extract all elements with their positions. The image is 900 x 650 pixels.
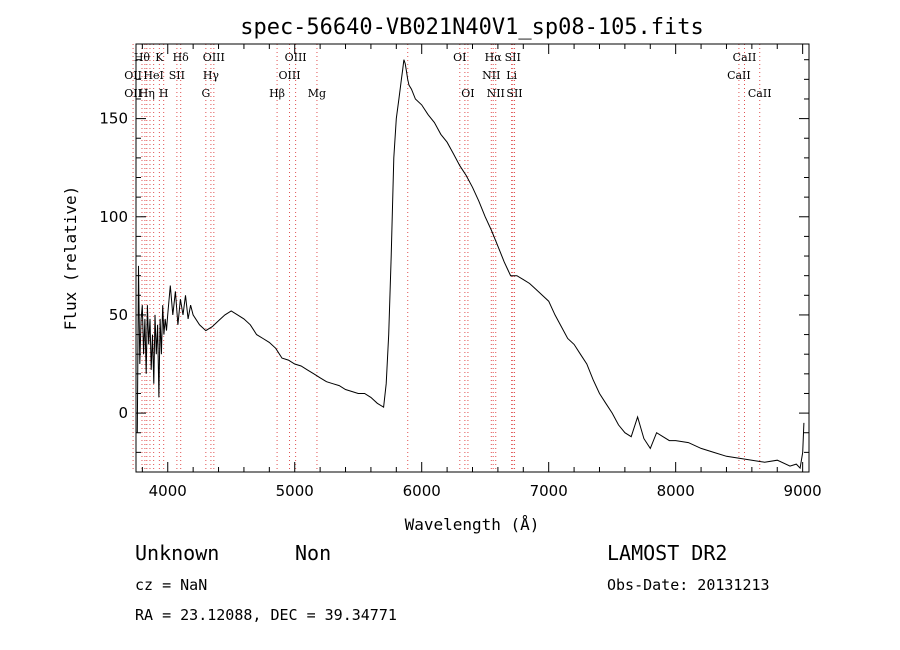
line-label: OIII (278, 69, 300, 82)
y-axis: 0 50 100 150 (99, 59, 809, 453)
spectrum-line (136, 59, 805, 470)
x-axis-label: Wavelength (Å) (405, 515, 540, 534)
obs-date: Obs-Date: 20131213 (607, 576, 770, 594)
line-label: Mg (308, 87, 326, 100)
redshift-cz: cz = NaN (135, 576, 207, 594)
x-tick-label: 4000 (149, 482, 187, 500)
line-label: CaII (733, 51, 757, 64)
spectrum-series (136, 59, 805, 470)
line-label: H (159, 87, 169, 100)
line-markers (132, 44, 761, 472)
x-tick-label: 5000 (276, 482, 314, 500)
line-label: CaII (748, 87, 772, 100)
line-label: SII (169, 69, 185, 82)
line-label: OI (461, 87, 474, 100)
line-label: K (155, 51, 164, 64)
line-label: Hη (139, 87, 155, 100)
line-label: OIII (285, 51, 307, 64)
line-label: Hβ (269, 87, 285, 100)
x-tick-label: 7000 (530, 482, 568, 500)
line-label: OI (453, 51, 466, 64)
chart-title: spec-56640-VB021N40V1_sp08-105.fits (240, 15, 704, 40)
line-label: Hθ (134, 51, 151, 64)
x-tick-label: 9000 (784, 482, 822, 500)
ra-dec-coordinates: RA = 23.12088, DEC = 39.34771 (135, 606, 397, 624)
object-class: Unknown (135, 541, 219, 565)
line-label: OIII (203, 51, 225, 64)
line-label: Hδ (173, 51, 190, 64)
line-label: SII (506, 87, 522, 100)
y-tick-label: 50 (109, 306, 128, 324)
y-tick-label: 0 (118, 404, 128, 422)
line-label: CaII (727, 69, 751, 82)
line-label: HeI (143, 69, 163, 82)
object-subclass: Non (295, 541, 331, 565)
line-label: NII (482, 69, 500, 82)
plot-frame (135, 43, 810, 473)
y-axis-label: Flux (relative) (61, 186, 80, 331)
line-label: OII (124, 69, 142, 82)
y-tick-label: 150 (99, 110, 128, 128)
x-tick-label: 6000 (403, 482, 441, 500)
survey-name: LAMOST DR2 (607, 541, 727, 565)
x-axis: 4000 5000 6000 7000 8000 9000 (141, 44, 822, 500)
line-label: OII (124, 87, 142, 100)
line-label: Li (506, 69, 517, 82)
line-label: Hγ (203, 69, 220, 82)
x-tick-label: 8000 (657, 482, 695, 500)
line-label: NII (487, 87, 505, 100)
line-label: G (201, 87, 210, 100)
line-label: SII (505, 51, 521, 64)
y-tick-label: 100 (99, 208, 128, 226)
line-label: Hα (485, 51, 503, 64)
